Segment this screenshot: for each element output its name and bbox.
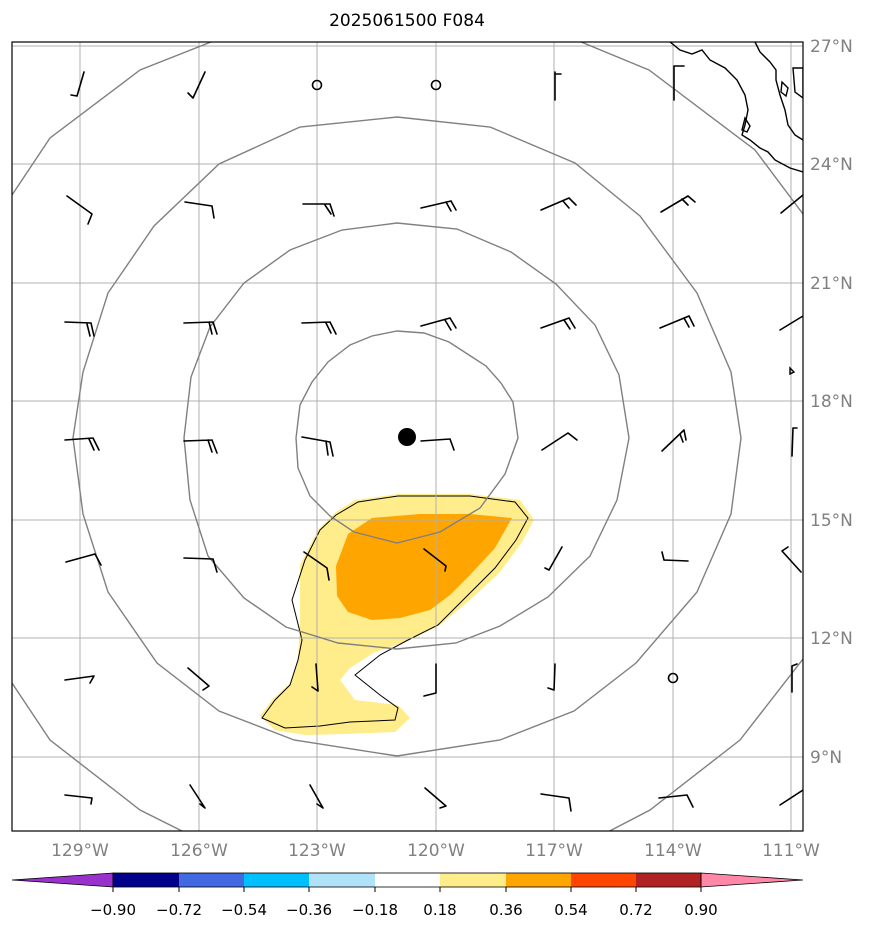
map-frame	[11, 41, 804, 832]
colorbar-tick-label: 0.90	[684, 901, 717, 919]
colorbar-segment	[244, 873, 309, 887]
svg-text:9°N: 9°N	[810, 748, 842, 768]
colorbar-tick-label: −0.18	[352, 901, 398, 919]
map-title: 2025061500 F084	[329, 11, 485, 31]
colorbar-tick-label: 0.72	[619, 901, 652, 919]
svg-text:126°W: 126°W	[170, 841, 228, 861]
svg-text:120°W: 120°W	[407, 841, 465, 861]
wind-barbs	[64, 65, 803, 812]
coastline	[669, 42, 803, 376]
svg-text:114°W: 114°W	[644, 841, 702, 861]
colorbar-tick-label: −0.36	[286, 901, 332, 919]
latitude-labels: 27°N 24°N 21°N 18°N 15°N 12°N 9°N	[810, 37, 853, 768]
colorbar-segment	[309, 873, 375, 887]
longitude-labels: 129°W 126°W 123°W 120°W 117°W 114°W 111°…	[51, 841, 820, 861]
svg-text:24°N: 24°N	[810, 155, 853, 175]
svg-text:12°N: 12°N	[810, 629, 853, 649]
colorbar-extend-low	[11, 872, 114, 888]
anomaly-fill-dark	[336, 514, 512, 620]
colorbar-segment	[375, 873, 440, 887]
svg-text:18°N: 18°N	[810, 392, 853, 412]
colorbar-segment	[636, 873, 701, 887]
svg-text:15°N: 15°N	[810, 511, 853, 531]
storm-center-marker	[398, 428, 416, 446]
colorbar-tick-label: 0.36	[489, 901, 522, 919]
svg-text:129°W: 129°W	[51, 841, 109, 861]
colorbar-tick-label: −0.72	[156, 901, 202, 919]
colorbar-segment	[179, 873, 244, 887]
svg-text:123°W: 123°W	[288, 841, 346, 861]
svg-text:117°W: 117°W	[525, 841, 583, 861]
colorbar-tick-label: −0.90	[90, 901, 136, 919]
colorbar-segment	[113, 873, 179, 887]
colorbar-extend-high	[700, 872, 804, 888]
svg-text:21°N: 21°N	[810, 274, 853, 294]
colorbar-tick-label: 0.18	[423, 901, 456, 919]
graticule	[12, 42, 803, 831]
colorbar-tick-label: 0.54	[554, 901, 587, 919]
map-plot-area	[12, 42, 803, 831]
svg-text:111°W: 111°W	[762, 841, 820, 861]
anomaly-contour-line	[261, 495, 529, 729]
colorbar: −0.90 −0.72 −0.54 −0.36 −0.18 0.18 0.36 …	[11, 872, 804, 919]
colorbar-segment	[571, 873, 636, 887]
colorbar-segment	[440, 873, 506, 887]
colorbar-tick-label: −0.54	[221, 901, 267, 919]
svg-text:27°N: 27°N	[810, 37, 853, 57]
colorbar-segment	[506, 873, 571, 887]
